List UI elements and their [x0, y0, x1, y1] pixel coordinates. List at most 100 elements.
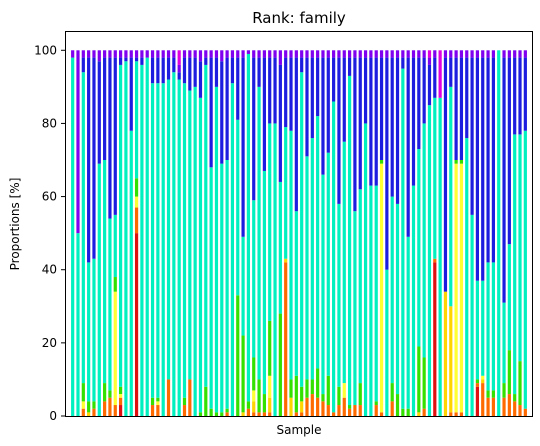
bar-segment-s49-c7 [332, 57, 336, 102]
bar-segment-s34-c2 [252, 401, 256, 413]
bar-segment-s65-c8 [417, 50, 421, 58]
bar-segment-s28-c8 [220, 50, 224, 62]
bar-segment-s63-c8 [406, 50, 410, 58]
bar-segment-s9-c3 [119, 394, 123, 398]
bar-segment-s72-c1 [454, 412, 458, 416]
bar-segment-s52-c1 [348, 408, 352, 416]
bar-segment-s26-c5 [209, 167, 213, 409]
bar-segment-s44-c1 [305, 397, 309, 416]
bar-segment-s81-c4 [502, 383, 506, 398]
bar-segment-s43-c2 [300, 401, 304, 413]
bar-segment-s63-c7 [406, 57, 410, 237]
bar-segment-s31-c4 [236, 295, 240, 416]
bar-segment-s21-c1 [182, 405, 187, 416]
bar-segment-s18-c1 [166, 379, 171, 416]
bar-segment-s42-c5 [294, 211, 298, 376]
bar-segment-s20-c8 [177, 64, 181, 73]
bar-segment-s38-c5 [273, 123, 277, 417]
bar-segment-s82-c1 [507, 394, 511, 416]
bar-segment-s84-c4 [518, 361, 522, 406]
bar-segment-s48-c8 [326, 50, 330, 58]
bar-segment-s61-c5 [395, 203, 400, 395]
bar-segment-s33-c4 [246, 401, 251, 409]
bar-segment-s1-c5 [76, 233, 80, 416]
bar-segment-s42-c7 [294, 57, 298, 212]
bar-segment-s37-c3 [268, 375, 272, 398]
bar-segment-s39-c8 [278, 50, 282, 65]
y-tick-label-0: 0 [49, 409, 57, 423]
bar-segment-s78-c5 [486, 262, 490, 391]
bar-segment-s58-c8 [379, 50, 384, 58]
bar-segment-s37-c4 [268, 320, 272, 376]
bar-segment-s16-c7 [156, 57, 160, 84]
bar-segment-s47-c5 [321, 174, 325, 395]
bar-segment-s52-c4 [348, 405, 352, 409]
bar-segment-s12-c1 [134, 207, 139, 234]
bar-segment-s10-c5 [124, 61, 128, 416]
bar-segment-s20-c7 [177, 72, 181, 80]
bar-segment-s56-c7 [369, 57, 373, 186]
bar-segment-s81-c5 [502, 302, 506, 384]
bar-segment-s42-c8 [294, 50, 298, 58]
bar-segment-s2-c8 [81, 50, 85, 58]
bar-segment-s46-c5 [316, 116, 320, 369]
bar-segment-s50-c5 [337, 203, 341, 387]
bar-segment-s50-c8 [337, 50, 341, 58]
bar-segment-s57-c4 [374, 401, 378, 406]
bar-segment-s61-c4 [395, 394, 400, 416]
bar-segment-s12-c3 [134, 196, 139, 208]
bar-segment-s37-c5 [268, 123, 272, 321]
bar-segment-s44-c7 [305, 57, 309, 157]
bar-segment-s58-c4 [379, 160, 384, 164]
bar-segment-s51-c7 [342, 57, 346, 142]
bar-segment-s2-c1 [81, 408, 85, 416]
bar-segment-s71-c1 [449, 412, 453, 416]
bar-segment-s40-c1 [284, 262, 288, 416]
bar-segment-s51-c5 [342, 141, 346, 384]
bar-segment-s8-c7 [113, 57, 117, 215]
bar-segment-s83-c7 [513, 57, 517, 135]
bar-segment-s78-c1 [486, 397, 490, 416]
bar-segment-s44-c5 [305, 156, 309, 380]
bar-segment-s34-c1 [252, 412, 256, 416]
bar-segment-s39-c4 [278, 313, 282, 416]
bar-segment-s84-c1 [518, 405, 522, 416]
bar-segment-s11-c5 [129, 130, 133, 417]
bar-segment-s51-c8 [342, 50, 346, 58]
bar-segment-s70-c2 [443, 291, 448, 416]
bar-segment-s0-c8 [71, 50, 75, 58]
bar-segment-s7-c5 [108, 218, 112, 391]
bar-segment-s9-c4 [119, 386, 123, 395]
bar-segment-s70-c7 [443, 57, 448, 292]
bar-segment-s35-c7 [257, 57, 261, 87]
bar-segment-s5-c5 [97, 163, 101, 416]
bar-segment-s81-c1 [502, 397, 506, 416]
bar-segment-s20-c9 [177, 50, 181, 65]
bar-segment-s46-c1 [316, 397, 320, 416]
y-tick-label-2: 40 [42, 263, 57, 277]
bar-segment-s16-c1 [156, 405, 160, 416]
bar-segment-s66-c1 [422, 408, 426, 416]
y-tick-label-1: 20 [42, 336, 57, 350]
bar-segment-s22-c5 [188, 90, 192, 380]
bar-segment-s55-c5 [363, 123, 368, 417]
bar-segment-s83-c1 [513, 401, 517, 416]
bar-segment-s24-c5 [198, 97, 203, 413]
bar-segment-s45-c1 [310, 394, 314, 416]
bar-segment-s79-c1 [491, 397, 495, 416]
bar-segment-s81-c8 [502, 50, 506, 58]
bar-segment-s37-c2 [268, 397, 272, 413]
bar-segment-s5-c7 [97, 61, 101, 164]
bar-segment-s31-c5 [236, 119, 240, 296]
bar-segment-s65-c7 [417, 57, 421, 150]
bar-segment-s14-c5 [145, 57, 149, 416]
bar-segment-s66-c4 [422, 357, 426, 409]
bar-segment-s41-c7 [289, 57, 293, 131]
bar-segment-s24-c7 [198, 61, 203, 98]
bar-segment-s79-c7 [491, 57, 495, 263]
bar-segment-s72-c4 [454, 160, 458, 164]
bar-segment-s74-c7 [465, 57, 469, 139]
bar-segment-s78-c8 [486, 50, 490, 58]
bar-segment-s6-c7 [103, 57, 107, 160]
bar-segment-s56-c8 [369, 50, 373, 58]
